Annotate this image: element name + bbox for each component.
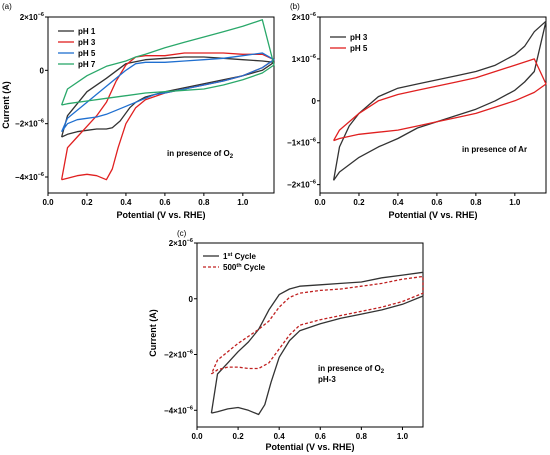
panel-b-xtick-label: 0.2 — [353, 198, 365, 207]
panel-b: (b) 0.0 0.2 0.4 0.6 0.8 1.0 2×10−6 1×10−6 0 −1×10… — [287, 2, 547, 220]
panel-c-ylabel: Current (A) — [148, 309, 158, 357]
legend-label-ph3: pH 3 — [78, 38, 96, 47]
panel-c-ticks: 0.0 0.2 0.4 0.6 0.8 1.0 2×10−6 0 −2×10−6 −4×10−6 — [164, 238, 409, 441]
legend-label-ph5: pH 5 — [78, 49, 96, 58]
legend-label-cycle1: 1st Cycle — [223, 252, 256, 261]
panel-a-annotation: in presence of O2 — [167, 149, 234, 160]
panel-c-xtick-label: 0.0 — [191, 432, 203, 441]
panel-b-series — [332, 20, 547, 181]
panel-c-series-line-1 — [210, 271, 424, 416]
legend-label-b-ph5: pH 5 — [350, 44, 368, 53]
legend-label-b-ph3: pH 3 — [350, 33, 368, 42]
panel-a-ytick-label: −2×10−6 — [15, 119, 44, 129]
panel-b-legend: pH 3 pH 5 — [330, 33, 368, 53]
panel-b-xtick-label: 0.6 — [431, 198, 443, 207]
panel-c-label: (c) — [177, 229, 187, 238]
panel-c-xtick-label: 0.2 — [233, 432, 245, 441]
panel-b-xtick-label: 1.0 — [509, 198, 521, 207]
panel-b-ytick-label: 1×10−6 — [292, 54, 316, 64]
panel-a-ytick-label: 2×10−6 — [20, 12, 44, 22]
panel-a-label: (a) — [2, 2, 12, 11]
panel-a-xtick-label: 1.0 — [237, 198, 249, 207]
panel-b-ticks: 0.0 0.2 0.4 0.6 0.8 1.0 2×10−6 1×10−6 0 −1×10−6 −2… — [287, 12, 521, 207]
panel-c-ytick-label: −2×10−6 — [164, 350, 193, 360]
panel-b-ytick-label: −2×10−6 — [287, 180, 316, 190]
panel-b-ytick-label: 0 — [312, 97, 317, 106]
legend-label-cycle500: 500th Cycle — [223, 263, 266, 272]
panel-c-xtick-label: 1.0 — [397, 432, 409, 441]
panel-b-ytick-label: −1×10−6 — [287, 138, 316, 148]
panel-b-label: (b) — [290, 2, 300, 11]
panel-a-series-line-3 — [61, 52, 275, 133]
panel-b-ytick-label: 2×10−6 — [292, 12, 316, 22]
legend-label-ph7: pH 7 — [78, 60, 96, 69]
panel-c-xtick-label: 0.4 — [274, 432, 286, 441]
panel-c-xtick-label: 0.8 — [356, 432, 368, 441]
panel-a-series-line-4 — [60, 19, 275, 106]
panel-a-ytick-label: −4×10−6 — [15, 172, 44, 182]
panel-a-xtick-label: 0.2 — [81, 198, 93, 207]
panel-b-plot-frame — [319, 16, 547, 194]
panel-a-ticks: 0.0 0.2 0.4 0.6 0.8 1.0 2×10−6 0 −2×10−6 −4×10−6 — [15, 12, 249, 207]
panel-c-ytick-label: 2×10−6 — [169, 238, 193, 248]
panel-a-xtick-label: 0.8 — [198, 198, 210, 207]
panel-c-plot-frame — [196, 242, 424, 428]
panel-a-ylabel: Current (A) — [1, 81, 11, 129]
panel-b-xtick-label: 0.0 — [314, 198, 326, 207]
panel-a-series — [60, 19, 275, 181]
panel-c-series-line-2 — [210, 275, 424, 375]
panel-a-xtick-label: 0.4 — [120, 198, 132, 207]
panel-c-ytick-label: 0 — [189, 295, 194, 304]
panel-a-ytick-label: 0 — [40, 66, 45, 75]
panel-c-annotation: in presence of O2 — [318, 364, 385, 375]
panel-c-series — [210, 271, 424, 416]
panel-a-xtick-label: 0.6 — [159, 198, 171, 207]
panel-b-xtick-label: 0.8 — [470, 198, 482, 207]
panel-c: (c) 0.0 0.2 0.4 0.6 0.8 1.0 2×10−6 0 −2×10−6 −4×1… — [148, 229, 424, 452]
panel-b-series-line-2 — [333, 58, 547, 142]
panel-c-xlabel: Potential (V vs. RHE) — [265, 442, 354, 452]
panel-a-plot-frame — [47, 16, 275, 194]
legend-label-ph1: pH 1 — [78, 27, 96, 36]
panel-c-xtick-label: 0.6 — [315, 432, 327, 441]
panel-b-series-line-1 — [332, 20, 547, 181]
panel-a-legend: pH 1 pH 3 pH 5 pH 7 — [58, 27, 96, 69]
panel-c-legend: 1st Cycle 500th Cycle — [203, 252, 266, 272]
panel-b-xtick-label: 0.4 — [392, 198, 404, 207]
panel-a: (a) 0.0 0.2 0.4 0.6 0.8 1.0 2×10−6 0 −2×10−6 −4×1… — [1, 2, 275, 220]
panel-c-ytick-label: −4×10−6 — [164, 405, 193, 415]
panel-c-annotation-ph: pH-3 — [318, 375, 336, 384]
panel-a-xtick-label: 0.0 — [42, 198, 54, 207]
panel-b-annotation: in presence of Ar — [462, 145, 527, 154]
panel-b-xlabel: Potential (V vs. RHE) — [388, 210, 477, 220]
panel-a-xlabel: Potential (V vs. RHE) — [116, 210, 205, 220]
